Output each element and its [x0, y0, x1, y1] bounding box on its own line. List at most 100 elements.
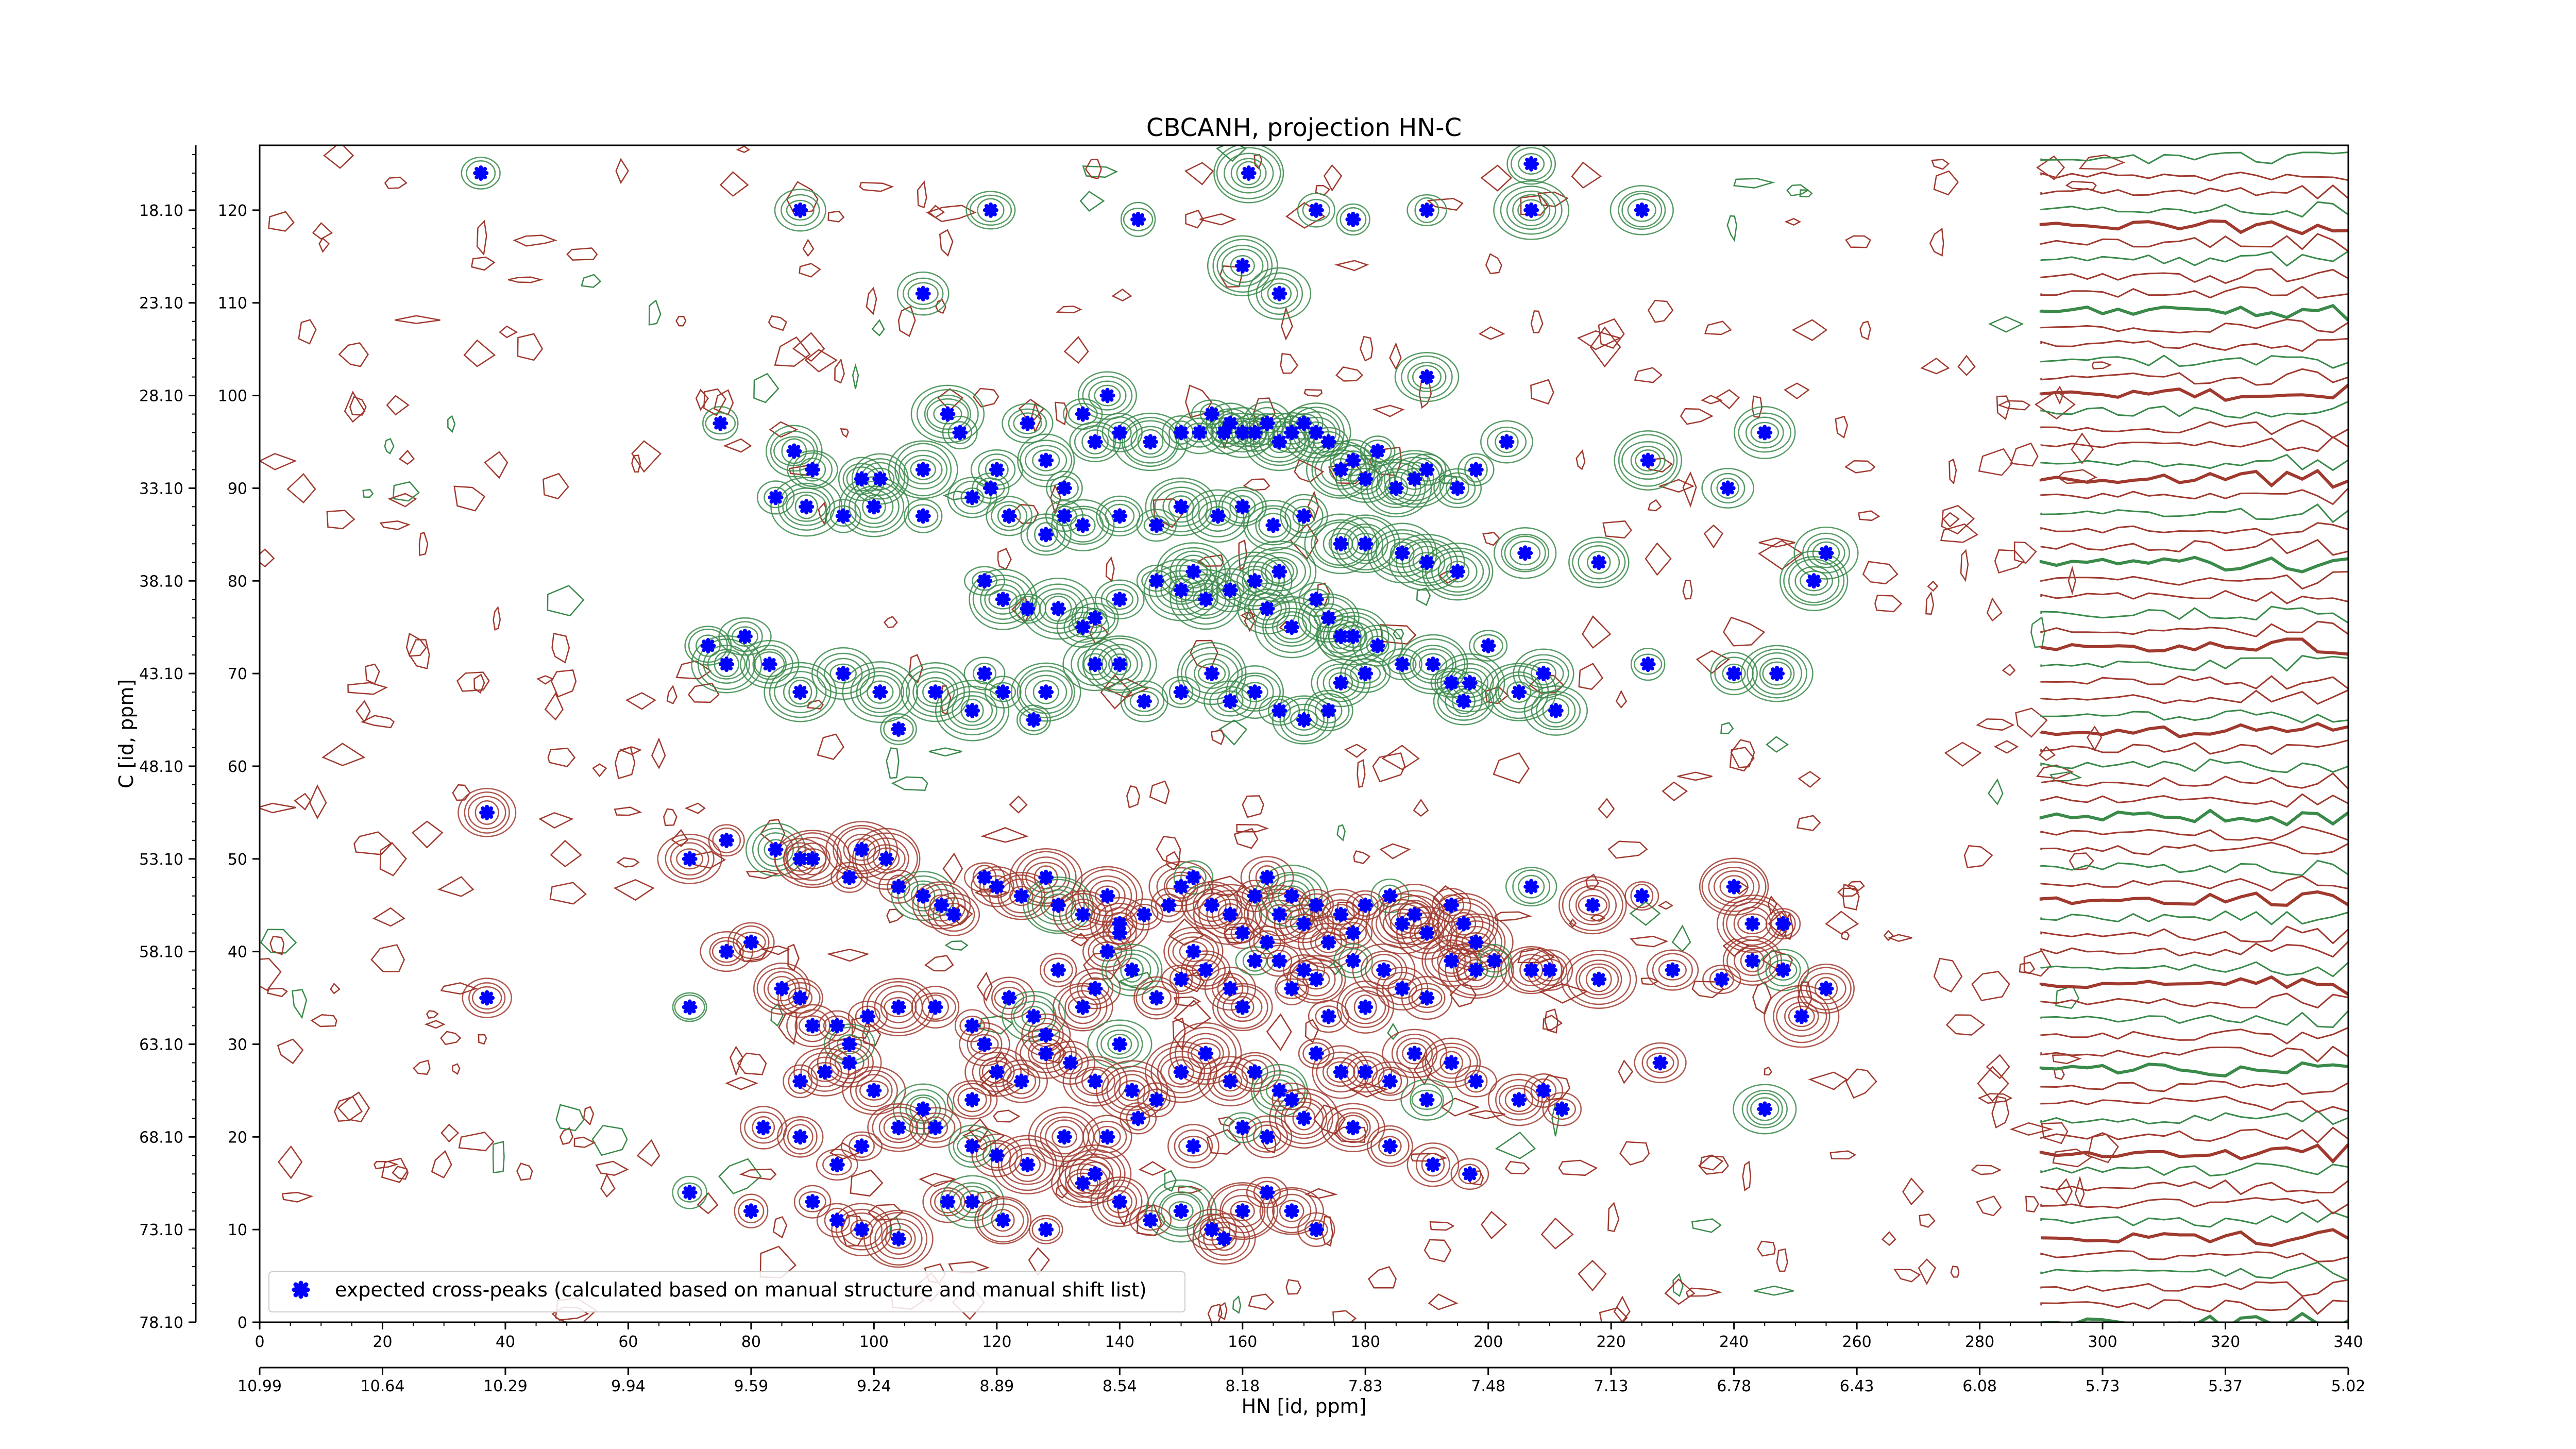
peak-contour [1614, 430, 1683, 491]
cross-peak-marker [964, 1194, 980, 1210]
y-secondary-tick-label: 53.10 [139, 851, 183, 869]
peak-contour [1315, 615, 1366, 658]
peak-contour [1780, 550, 1849, 612]
noise-contour [897, 306, 916, 338]
cross-peak-marker [1173, 1064, 1189, 1080]
peak-contour [1267, 282, 1292, 305]
peak-contour [1255, 865, 1279, 890]
peak-contour [1266, 950, 1293, 972]
noise-contour [338, 342, 369, 367]
noise-contour [631, 454, 641, 473]
peak-contour [1437, 555, 1478, 588]
peak-contour [1191, 1042, 1221, 1065]
noise-contour [2087, 726, 2103, 751]
peak-contour [1388, 654, 1417, 675]
peak-contour [1217, 903, 1243, 926]
peak-contour [461, 157, 501, 190]
x-secondary-tick-label: 10.64 [361, 1377, 405, 1395]
noise-contour [381, 1157, 409, 1183]
noise-contour [1210, 729, 1225, 746]
peak-contour [880, 991, 917, 1023]
x-tick-label: 120 [982, 1333, 1011, 1351]
peak-contour [964, 566, 1005, 596]
peak-contour [1710, 651, 1758, 696]
cross-peak-marker [1013, 1073, 1029, 1089]
cross-peak-marker [1388, 480, 1404, 496]
peak-contour [1311, 888, 1370, 940]
edge-contour [2040, 1179, 2348, 1195]
cross-peak-marker [1173, 1203, 1189, 1219]
peak-contour [1406, 194, 1447, 226]
noise-contour [1480, 164, 1513, 192]
peak-contour [942, 415, 978, 450]
noise-contour [1647, 499, 1662, 512]
peak-contour [1473, 634, 1503, 658]
cross-peak-marker [1406, 1046, 1422, 1062]
peak-contour [1264, 559, 1294, 584]
noise-contour [1149, 780, 1170, 805]
peak-contour [1416, 1147, 1450, 1183]
y-secondary-tick-label: 68.10 [139, 1128, 183, 1147]
peak-contour [1094, 579, 1145, 619]
cross-peak-marker [1136, 906, 1152, 922]
cross-peak-marker [1320, 610, 1336, 626]
peak-contour [1120, 201, 1156, 238]
peak-contour [1396, 1038, 1433, 1069]
cross-peak-marker [1296, 1110, 1312, 1126]
peak-contour [1498, 1085, 1539, 1115]
peak-contour [468, 982, 506, 1014]
cross-peak-marker [1358, 666, 1374, 682]
cross-peak-marker [866, 499, 882, 515]
cross-peak-marker [1284, 619, 1300, 635]
noise-contour [1243, 478, 1270, 491]
peak-contour [781, 194, 820, 227]
cross-peak-marker [1222, 1073, 1238, 1089]
peak-contour [1069, 1153, 1122, 1195]
noise-contour [318, 237, 330, 253]
peak-contour [1020, 440, 1073, 481]
noise-contour [447, 415, 456, 433]
noise-contour [1387, 1022, 1399, 1040]
peak-contour [859, 1080, 889, 1101]
noise-contour [1945, 1014, 1986, 1036]
peak-contour [1252, 552, 1307, 592]
cross-peak-marker [1087, 1166, 1103, 1182]
peak-contour [1211, 573, 1250, 608]
cross-peak-marker [982, 480, 998, 496]
noise-contour [458, 1132, 495, 1152]
peak-contour [825, 499, 861, 533]
cross-peak-marker [1419, 990, 1435, 1006]
peak-contour [1432, 1047, 1471, 1079]
noise-contour [1494, 911, 1533, 922]
peak-contour [1326, 1061, 1355, 1083]
noise-contour [538, 812, 574, 829]
peak-contour [1168, 495, 1194, 518]
peak-contour [1340, 450, 1366, 471]
peak-contour [1222, 1194, 1264, 1227]
peak-contour [736, 932, 766, 953]
peak-contour [1216, 147, 1281, 199]
peak-contour [1229, 672, 1281, 712]
peak-contour [752, 1116, 775, 1139]
peak-contour [1506, 190, 1556, 230]
peak-contour [1630, 884, 1654, 908]
peak-contour [914, 992, 956, 1022]
peak-contour [1561, 950, 1637, 1009]
noise-contour [2087, 1133, 2119, 1164]
x-tick-label: 180 [1351, 1333, 1380, 1351]
peak-contour [903, 498, 943, 533]
peak-contour [1750, 422, 1779, 444]
edge-contour [2039, 304, 2348, 322]
peak-contour [910, 384, 985, 444]
noise-contour [1933, 170, 1959, 196]
cross-peak-marker [1757, 1101, 1773, 1117]
peak-contour [1411, 987, 1443, 1008]
noise-contour [349, 396, 367, 416]
edge-contour [2040, 1126, 2348, 1144]
noise-contour [1993, 740, 2019, 754]
cross-peak-marker [1099, 1129, 1115, 1145]
peak-contour [1371, 959, 1397, 981]
peak-contour [1523, 685, 1588, 736]
edge-contour [2040, 151, 2348, 165]
edge-contour [2039, 890, 2348, 907]
